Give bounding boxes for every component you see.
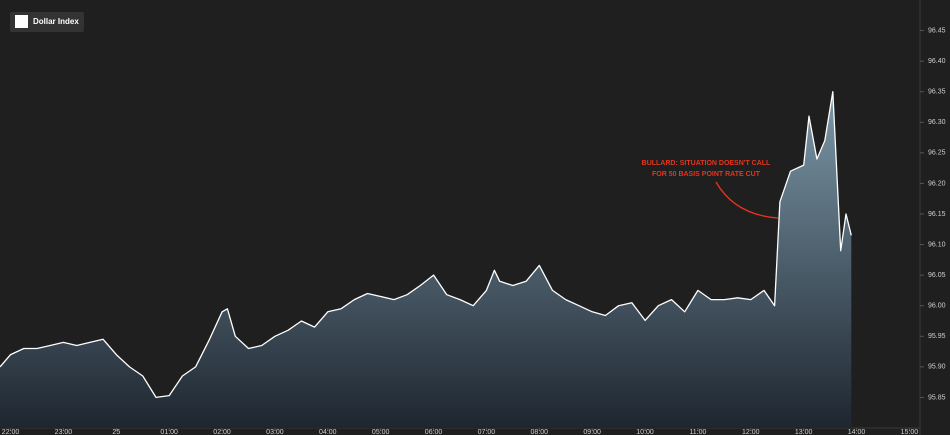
y-tick-label: 96.20 xyxy=(928,180,946,187)
x-tick-label: 13:00 xyxy=(795,429,813,435)
x-tick-label: 08:00 xyxy=(531,429,549,435)
y-tick-label: 96.15 xyxy=(928,211,946,218)
legend-label: Dollar Index xyxy=(33,17,79,26)
y-tick-label: 96.05 xyxy=(928,272,946,279)
x-tick-label: 15:00 xyxy=(901,429,919,435)
y-tick-label: 96.35 xyxy=(928,89,946,96)
legend-swatch xyxy=(15,15,28,28)
y-tick-label: 95.95 xyxy=(928,333,946,340)
annotation-line: FOR 50 BASIS POINT RATE CUT xyxy=(652,171,761,178)
x-tick-label: 25 xyxy=(112,429,120,435)
plot xyxy=(0,91,852,428)
y-tick-label: 96.25 xyxy=(928,150,946,157)
x-tick-label: 22:00 xyxy=(2,429,20,435)
x-tick-label: 10:00 xyxy=(636,429,654,435)
y-tick-label: 96.40 xyxy=(928,58,946,65)
y-tick-label: 96.10 xyxy=(928,241,946,248)
x-tick-label: 05:00 xyxy=(372,429,390,435)
x-tick-label: 11:00 xyxy=(689,429,706,435)
y-tick-label: 96.30 xyxy=(928,119,946,126)
y-tick-label: 95.85 xyxy=(928,394,946,401)
annotation-arrow xyxy=(715,181,779,219)
x-tick-label: 04:00 xyxy=(319,429,337,435)
x-tick-label: 23:00 xyxy=(55,429,73,435)
y-tick-label: 96.00 xyxy=(928,303,946,310)
x-tick-label: 07:00 xyxy=(478,429,496,435)
x-tick-label: 02:00 xyxy=(213,429,231,435)
line xyxy=(0,91,852,399)
x-tick-label: 06:00 xyxy=(425,429,443,435)
x-tick-label: 09:00 xyxy=(583,429,601,435)
x-tick-label: 03:00 xyxy=(266,429,284,435)
x-tick-label: 01:00 xyxy=(160,429,178,435)
x-tick-label: 12:00 xyxy=(742,429,760,435)
y-tick-label: 96.45 xyxy=(928,27,946,34)
legend[interactable]: Dollar Index xyxy=(10,12,84,32)
y-tick-label: 95.90 xyxy=(928,364,946,371)
annotation-line: BULLARD: SITUATION DOESN'T CALL xyxy=(642,160,771,167)
x-tick-label: 14:00 xyxy=(848,429,866,435)
area xyxy=(0,91,852,428)
legend-box xyxy=(10,12,84,32)
